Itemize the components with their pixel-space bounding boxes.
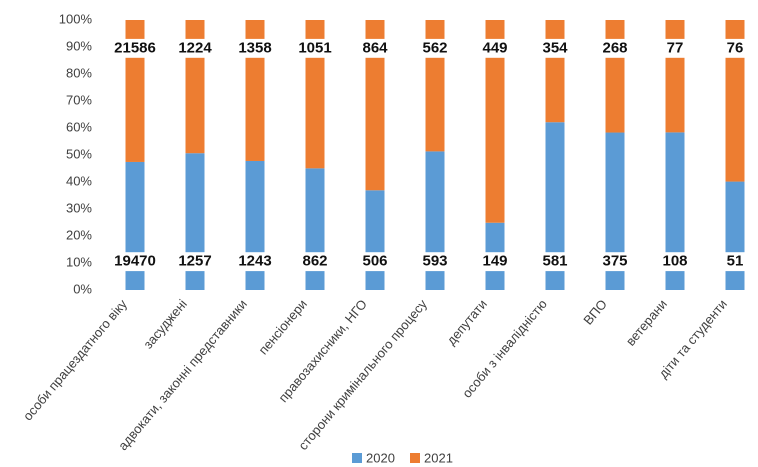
y-tick-label: 20% [66,227,92,242]
x-tick-label: ветерани [623,296,670,348]
value-label: 21586 [114,39,156,56]
y-tick-label: 70% [66,92,92,107]
value-label: 149 [482,253,507,270]
value-label: 581 [542,253,567,270]
x-tick-label: пенсіонери [255,296,310,357]
y-tick-label: 0% [73,281,92,296]
bar-segment [545,20,565,123]
label-band [100,38,758,58]
value-label: 375 [602,253,627,270]
value-label: 51 [727,253,744,270]
legend-swatch [352,453,362,463]
y-tick-label: 100% [59,11,93,26]
bar-segment [485,20,505,223]
bar-segment [725,181,745,290]
legend-label: 2020 [366,450,395,465]
value-label: 354 [542,39,568,56]
value-label: 506 [362,253,387,270]
value-label: 562 [422,39,447,56]
value-label: 1257 [178,253,211,270]
bar-segment [545,122,565,290]
x-tick-label: сторони кримінального процесу [295,296,430,453]
value-label: 593 [422,253,447,270]
value-label: 268 [602,39,627,56]
bar-segment [665,20,685,133]
value-label: 862 [302,253,327,270]
bar-segment [725,20,745,182]
value-label: 449 [482,39,507,56]
x-tick-label: засуджені [140,296,190,351]
x-tick-label: адвокати, законні представники [115,296,250,453]
y-tick-label: 50% [66,146,92,161]
value-label: 108 [662,253,687,270]
legend-swatch [410,453,420,463]
y-tick-label: 40% [66,173,92,188]
x-tick-label: депутати [444,296,490,347]
label-band [100,252,758,272]
value-label: 1224 [178,39,212,56]
value-label: 864 [362,39,388,56]
value-label: 76 [727,39,744,56]
y-tick-label: 10% [66,254,92,269]
bar-segment [365,190,385,290]
y-tick-label: 60% [66,119,92,134]
y-tick-label: 90% [66,38,92,53]
value-label: 19470 [114,253,156,270]
y-tick-label: 80% [66,65,92,80]
bar-segment [365,20,385,191]
bar-segment [605,132,625,290]
value-label: 1358 [238,39,271,56]
y-tick-label: 30% [66,200,92,215]
x-tick-label: особи працездатного віку [20,296,130,423]
value-label: 1243 [238,253,271,270]
legend-label: 2021 [424,450,453,465]
value-label: 1051 [298,39,331,56]
value-label: 77 [667,39,684,56]
bar-segment [605,20,625,133]
bar-segment [305,168,325,290]
x-tick-label: ВПО [580,296,610,327]
bar-segment [665,132,685,290]
